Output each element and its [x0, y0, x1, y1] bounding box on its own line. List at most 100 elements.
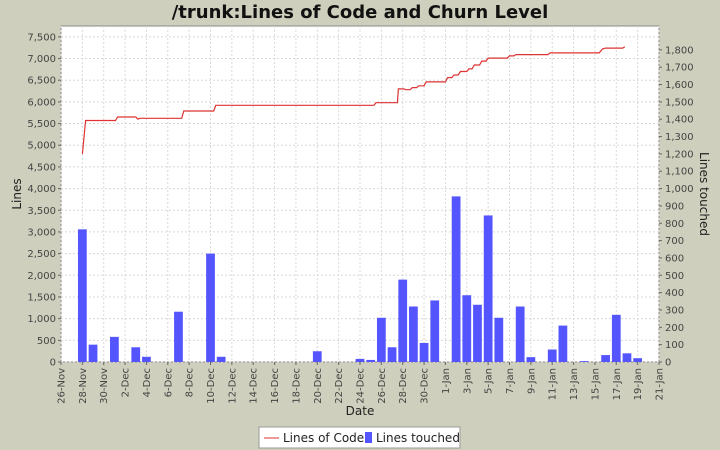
right-tick-label: 0 [665, 358, 671, 369]
bar-lines-touched [633, 358, 643, 362]
x-tick-label: 14-Dec [249, 368, 260, 404]
right-tick-label: 200 [665, 323, 684, 334]
left-tick-label: 1,000 [27, 314, 56, 325]
legend-label-lines-touched: Lines touched [376, 431, 460, 445]
bar-lines-touched [622, 353, 632, 362]
right-tick-label: 1,700 [665, 63, 694, 74]
line-lines-of-code [81, 46, 626, 154]
right-axis: 0 100 200 300 400 500 600 700 800 900 1,000 1,100 1,… [659, 45, 694, 369]
bar-lines-touched [419, 342, 429, 362]
right-tick-label: 1,000 [665, 184, 694, 195]
legend-box [258, 426, 461, 449]
x-tick-label: 16-Dec [270, 368, 281, 404]
bar-lines-touched [88, 344, 98, 362]
x-tick-label: 1-Jan [441, 368, 452, 394]
left-tick-label: 2,500 [27, 249, 56, 260]
bar-lines-touched [131, 347, 141, 362]
left-tick-label: 3,500 [27, 206, 56, 217]
right-tick-label: 700 [665, 236, 684, 247]
bar-lines-touched [451, 196, 461, 362]
bar-lines-touched [611, 314, 621, 362]
bars-layer [77, 196, 643, 362]
x-tick-label: 28-Nov [78, 368, 89, 404]
x-tick-label: 8-Dec [185, 368, 196, 397]
x-tick-label: 22-Dec [334, 368, 345, 404]
left-tick-label: 7,000 [27, 54, 56, 65]
x-tick-label: 6-Dec [163, 368, 174, 397]
bar-lines-touched [515, 306, 525, 362]
x-tick-label: 30-Dec [420, 368, 431, 404]
bar-lines-touched [430, 300, 440, 362]
x-tick-label: 28-Dec [398, 368, 409, 404]
line-layer [81, 46, 626, 154]
x-axis: 26-Nov 28-Nov 30-Nov 2-Dec 4-Dec 6-Dec 8-Dec 10… [57, 362, 666, 404]
bar-lines-touched [579, 361, 589, 362]
bar-lines-touched [206, 253, 215, 362]
left-tick-label: 4,000 [27, 184, 56, 195]
right-tick-label: 1,200 [665, 149, 694, 160]
right-tick-label: 500 [665, 271, 684, 282]
left-tick-label: 5,000 [27, 141, 56, 152]
bar-lines-touched [398, 279, 408, 362]
right-tick-label: 400 [665, 288, 684, 299]
x-tick-label: 26-Dec [377, 368, 388, 404]
left-tick-label: 3,000 [27, 227, 56, 238]
bar-lines-touched [355, 358, 365, 362]
bar-lines-touched [526, 357, 536, 362]
x-tick-label: 7-Jan [505, 368, 516, 394]
left-tick-label: 2,000 [27, 271, 56, 282]
x-tick-label: 26-Nov [57, 368, 68, 404]
bar-lines-touched [216, 356, 226, 362]
x-tick-label: 20-Dec [313, 368, 324, 404]
bar-lines-touched [77, 229, 87, 362]
gridlines [60, 26, 660, 363]
x-tick-label: 11-Jan [548, 368, 559, 400]
right-tick-label: 1,400 [665, 115, 694, 126]
x-tick-label: 21-Jan [655, 368, 666, 400]
bar-lines-touched [142, 356, 151, 362]
bar-lines-touched [174, 311, 183, 362]
right-tick-label: 1,100 [665, 167, 694, 178]
right-tick-label: 1,300 [665, 132, 694, 143]
chart-title: /trunk:Lines of Code and Churn Level [172, 2, 549, 23]
x-tick-label: 3-Jan [462, 368, 473, 394]
left-tick-label: 0 [50, 358, 56, 369]
bar-lines-touched [483, 215, 493, 362]
bar-lines-touched [110, 336, 119, 362]
x-tick-label: 18-Dec [291, 368, 302, 404]
x-tick-label: 5-Jan [484, 368, 495, 394]
bar-lines-touched [473, 304, 482, 362]
left-tick-label: 5,500 [27, 119, 56, 130]
left-tick-label: 500 [37, 336, 56, 347]
x-tick-label: 9-Jan [526, 368, 537, 394]
x-tick-label: 24-Dec [356, 368, 367, 404]
x-tick-label: 2-Dec [121, 368, 132, 397]
right-axis-title: Lines touched [697, 152, 711, 236]
right-tick-label: 300 [665, 305, 684, 316]
x-tick-label: 10-Dec [206, 368, 217, 404]
x-tick-label: 30-Nov [99, 368, 110, 404]
x-tick-label: 12-Dec [227, 368, 238, 404]
bar-lines-touched [387, 347, 397, 362]
bar-lines-touched [312, 351, 322, 362]
x-tick-label: 4-Dec [142, 368, 153, 397]
left-tick-label: 4,500 [27, 162, 56, 173]
right-tick-label: 1,500 [665, 97, 694, 108]
legend: Lines of Code Lines touched [258, 426, 461, 449]
x-tick-label: 13-Jan [569, 368, 580, 400]
right-tick-label: 100 [665, 340, 684, 351]
bar-lines-touched [601, 355, 610, 362]
bar-lines-touched [547, 349, 557, 362]
left-axis-title: Lines [10, 178, 24, 209]
x-axis-title: Date [346, 404, 375, 418]
bar-lines-touched [376, 317, 386, 362]
left-axis: 0 500 1,000 1,500 2,000 2,500 3,000 3,500 4,000 4… [27, 32, 61, 369]
left-tick-label: 1,500 [27, 292, 56, 303]
right-tick-label: 600 [665, 253, 684, 264]
left-tick-label: 6,500 [27, 76, 56, 87]
bar-lines-touched [462, 295, 472, 362]
left-tick-label: 7,500 [27, 32, 56, 43]
legend-bar-swatch [365, 432, 372, 443]
bar-lines-touched [366, 359, 376, 362]
